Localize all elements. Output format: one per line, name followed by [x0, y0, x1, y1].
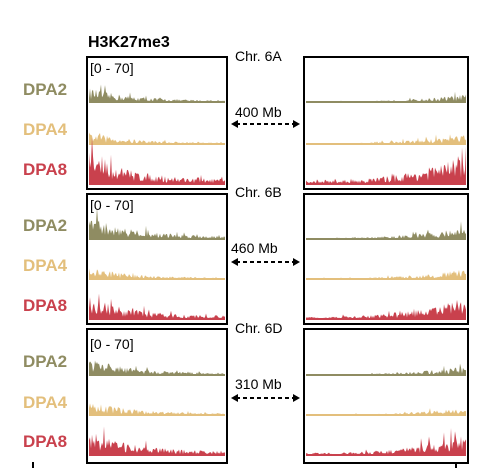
distance-label-6d: 310 Mb [234, 376, 283, 392]
right-panel-6b [303, 193, 469, 325]
chromosome-label-6a: Chr. 6A [233, 48, 284, 64]
track-right-chr6d-dpa4 [306, 408, 466, 416]
track-right-chr6a-dpa8 [306, 146, 466, 185]
track-right-chr6a-dpa2 [306, 91, 466, 103]
sample-label-dpa4-6a: DPA4 [23, 120, 68, 139]
track-left-chr6a-dpa2 [89, 84, 225, 103]
track-right-chr6d-dpa8 [306, 427, 466, 456]
gap-arrow-head [231, 258, 238, 266]
sample-label-dpa2-6d: DPA2 [23, 352, 68, 371]
chromosome-label-6d: Chr. 6D [233, 320, 285, 336]
gap-arrow-head [293, 394, 300, 402]
track-left-chr6a-dpa8 [89, 137, 225, 185]
left-panel-6d [86, 328, 228, 464]
range-label-6b: [0 - 70] [90, 197, 134, 213]
gap-arrow-head [293, 258, 300, 266]
axis-tick-right [455, 462, 457, 468]
chart-title: H3K27me3 [88, 34, 170, 51]
track-left-chr6b-dpa4 [89, 268, 225, 280]
track-left-chr6d-dpa8 [89, 426, 225, 456]
chromosome-label-6b: Chr. 6B [233, 184, 284, 200]
track-right-chr6d-dpa2 [306, 363, 466, 376]
sample-label-dpa2-6a: DPA2 [23, 80, 68, 99]
track-right-chr6a-dpa4 [306, 134, 466, 145]
track-left-chr6d-dpa4 [89, 403, 225, 416]
sample-label-dpa4-6d: DPA4 [23, 393, 68, 412]
sample-label-dpa8-6d: DPA8 [23, 432, 68, 451]
sample-label-dpa8-6b: DPA8 [23, 296, 68, 315]
left-panel-6a [86, 56, 228, 190]
track-left-chr6d-dpa2 [89, 360, 225, 376]
sample-label-dpa4-6b: DPA4 [23, 256, 68, 275]
track-left-chr6a-dpa4 [89, 132, 225, 145]
sample-label-dpa8-6a: DPA8 [23, 160, 68, 179]
range-label-6a: [0 - 70] [90, 60, 134, 76]
left-panel-6b [86, 193, 228, 325]
track-right-chr6b-dpa8 [306, 299, 466, 320]
range-label-6d: [0 - 70] [90, 336, 134, 352]
axis-tick-left [32, 462, 34, 468]
distance-label-6a: 400 Mb [234, 104, 283, 120]
sample-label-dpa2-6b: DPA2 [23, 216, 68, 235]
gap-arrow-head [231, 394, 238, 402]
track-left-chr6b-dpa8 [89, 293, 225, 320]
gap-arrow-head [293, 120, 300, 128]
track-right-chr6b-dpa4 [306, 270, 466, 280]
track-right-chr6b-dpa2 [306, 221, 466, 240]
distance-label-6b: 460 Mb [230, 240, 279, 256]
right-panel-6d [303, 328, 469, 464]
track-left-chr6b-dpa2 [89, 207, 225, 240]
gap-arrow-head [231, 120, 238, 128]
